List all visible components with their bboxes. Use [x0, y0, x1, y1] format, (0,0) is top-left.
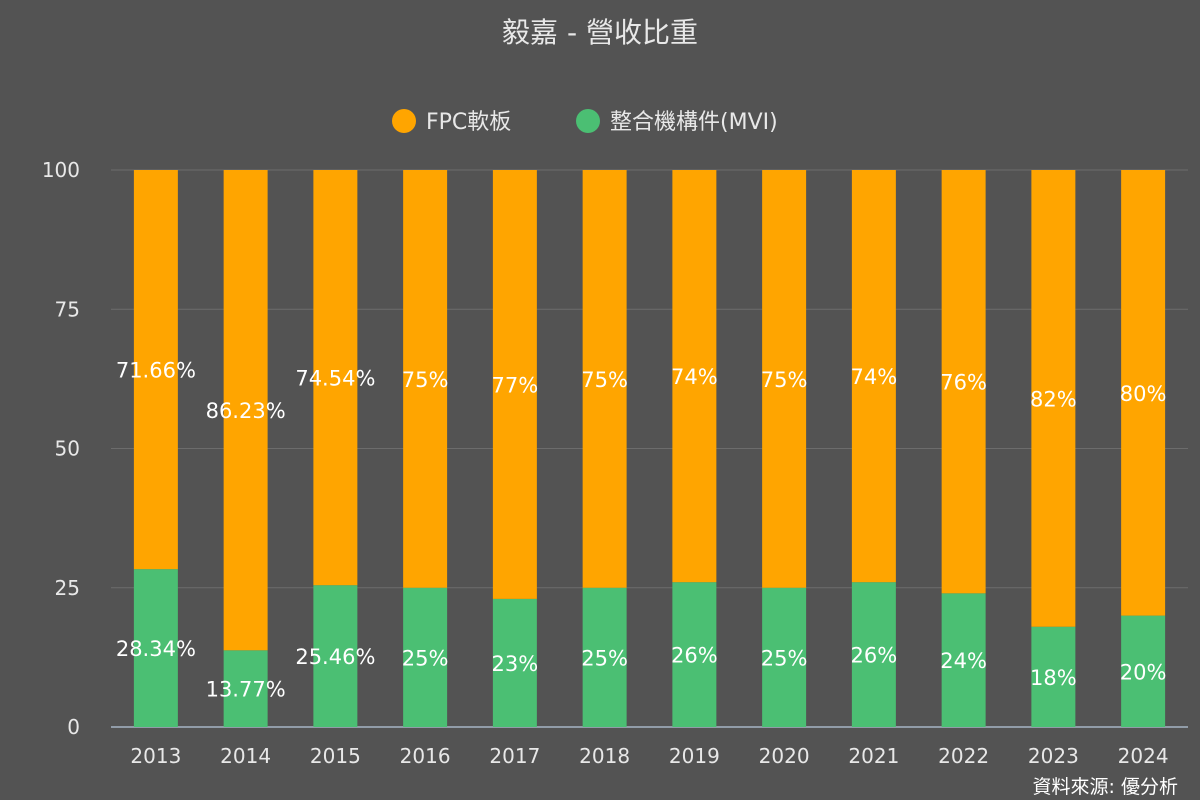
y-tick-label: 0: [67, 715, 80, 739]
legend-label-fpc: FPC軟板: [426, 110, 511, 135]
x-tick-label: 2024: [1118, 744, 1169, 768]
x-tick-label: 2013: [130, 744, 181, 768]
bar-fpc-2020[interactable]: [762, 170, 807, 588]
x-tick-label: 2017: [489, 744, 540, 768]
bar-mvi-2020[interactable]: [762, 587, 807, 727]
y-tick-label: 75: [55, 297, 80, 321]
data-label-mvi-2018: 25%: [581, 646, 628, 670]
data-label-fpc-2013: 71.66%: [116, 359, 196, 383]
x-tick-label: 2014: [220, 744, 271, 768]
legend: FPC軟板 整合機構件(MVI): [392, 109, 778, 135]
y-tick-label: 100: [42, 158, 80, 182]
data-label-mvi-2020: 25%: [761, 646, 808, 670]
data-label-mvi-2016: 25%: [402, 646, 449, 670]
data-label-fpc-2019: 74%: [671, 365, 718, 389]
bar-mvi-2024[interactable]: [1121, 615, 1166, 727]
legend-swatch-fpc: [392, 109, 416, 133]
bar-fpc-2013[interactable]: [133, 170, 178, 570]
bar-fpc-2024[interactable]: [1121, 170, 1166, 616]
x-tick-label: 2018: [579, 744, 630, 768]
bar-mvi-2013[interactable]: [133, 569, 178, 727]
legend-item-mvi[interactable]: 整合機構件(MVI): [576, 109, 778, 135]
bar-mvi-2017[interactable]: [492, 598, 537, 727]
y-tick-label: 50: [55, 437, 80, 461]
bar-mvi-2019[interactable]: [672, 582, 717, 727]
data-label-mvi-2014: 13.77%: [206, 678, 286, 702]
y-axis: 0 25 50 75 100: [42, 158, 80, 739]
data-label-mvi-2017: 23%: [492, 652, 539, 676]
data-label-fpc-2015: 74.54%: [295, 367, 375, 391]
x-axis: 2013 2014 2015 2016 2017 2018 2019 2020 2021 2022…: [130, 744, 1168, 768]
data-label-mvi-2019: 26%: [671, 644, 718, 668]
data-label-mvi-2022: 24%: [940, 649, 987, 673]
data-label-fpc-2020: 75%: [761, 368, 808, 392]
bar-mvi-2022[interactable]: [941, 593, 986, 727]
data-label-mvi-2021: 26%: [851, 644, 898, 668]
legend-item-fpc[interactable]: FPC軟板: [392, 109, 511, 135]
chart-title: 毅嘉 - 營收比重: [502, 16, 698, 49]
bar-fpc-2018[interactable]: [582, 170, 627, 588]
data-label-mvi-2023: 18%: [1030, 666, 1077, 690]
data-label-fpc-2018: 75%: [581, 368, 628, 392]
data-label-mvi-2024: 20%: [1120, 660, 1167, 684]
bar-fpc-2019[interactable]: [672, 170, 717, 583]
data-label-fpc-2021: 74%: [851, 365, 898, 389]
data-label-fpc-2017: 77%: [492, 373, 539, 397]
bar-mvi-2023[interactable]: [1031, 626, 1076, 727]
bar-fpc-2016[interactable]: [403, 170, 448, 588]
bar-mvi-2021[interactable]: [851, 582, 896, 727]
data-label-fpc-2014: 86.23%: [206, 399, 286, 423]
data-label-fpc-2023: 82%: [1030, 387, 1077, 411]
bar-fpc-2015[interactable]: [313, 170, 358, 586]
data-label-mvi-2015: 25.46%: [295, 645, 375, 669]
bar-fpc-2014[interactable]: [223, 170, 268, 651]
x-tick-label: 2016: [400, 744, 451, 768]
source-note: 資料來源: 優分析: [1033, 776, 1178, 798]
bar-fpc-2017[interactable]: [492, 170, 537, 599]
y-tick-label: 25: [55, 576, 80, 600]
bar-fpc-2023[interactable]: [1031, 170, 1076, 627]
legend-swatch-mvi: [576, 109, 600, 133]
x-tick-label: 2021: [848, 744, 899, 768]
x-tick-label: 2022: [938, 744, 989, 768]
legend-label-mvi: 整合機構件(MVI): [610, 110, 778, 135]
x-tick-label: 2023: [1028, 744, 1079, 768]
bars: [133, 170, 1166, 727]
bar-fpc-2022[interactable]: [941, 170, 986, 594]
data-label-fpc-2022: 76%: [940, 371, 987, 395]
x-tick-label: 2019: [669, 744, 720, 768]
bar-mvi-2016[interactable]: [403, 587, 448, 727]
data-label-fpc-2024: 80%: [1120, 382, 1167, 406]
bar-mvi-2018[interactable]: [582, 587, 627, 727]
x-tick-label: 2015: [310, 744, 361, 768]
bar-fpc-2021[interactable]: [851, 170, 896, 583]
data-label-fpc-2016: 75%: [402, 368, 449, 392]
bar-mvi-2014[interactable]: [223, 650, 268, 727]
bar-mvi-2015[interactable]: [313, 585, 358, 727]
x-tick-label: 2020: [759, 744, 810, 768]
data-label-mvi-2013: 28.34%: [116, 637, 196, 661]
y-grid: [111, 169, 1188, 728]
data-labels: 28.34% 71.66% 13.77% 86.23% 25.46% 74.54% 25% 7…: [116, 359, 1167, 702]
